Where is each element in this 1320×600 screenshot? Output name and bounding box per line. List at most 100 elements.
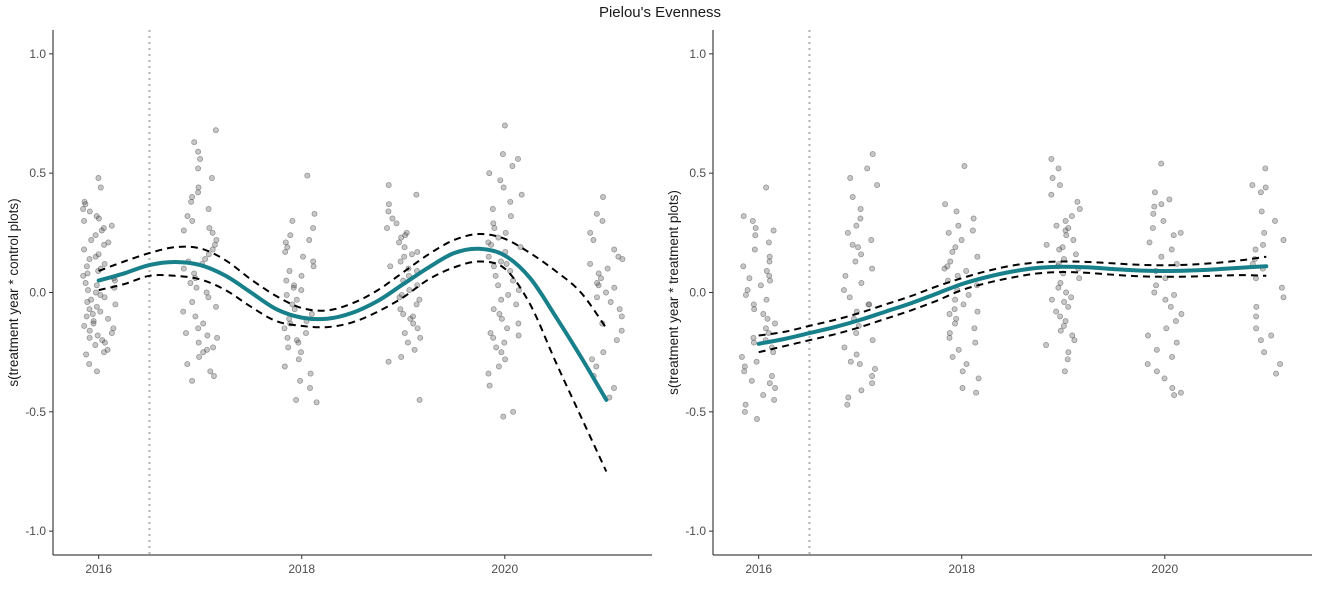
point-2019-3	[385, 208, 392, 215]
point-2018-1	[942, 201, 949, 208]
point-2016-20	[764, 315, 771, 322]
point-2018-18	[289, 301, 296, 308]
point-2020-26	[505, 291, 512, 298]
point-2016-17	[750, 301, 757, 308]
point-2017-17	[846, 294, 853, 301]
point-2016-5	[765, 239, 772, 246]
point-2017-11	[858, 251, 865, 258]
point-2016-10	[88, 237, 95, 243]
point-2018-24	[303, 330, 309, 337]
y-axis-title: s(treatment year * control plots)	[6, 198, 21, 386]
point-2018-10	[947, 258, 954, 265]
point-2017-14	[842, 272, 849, 279]
point-2017-33	[849, 241, 856, 248]
point-2016-46	[94, 332, 101, 339]
point-2021-0	[600, 194, 606, 200]
point-2020-13	[1162, 275, 1169, 282]
point-2021-3	[1257, 189, 1264, 196]
point-2016-16	[101, 260, 108, 267]
point-2020-20	[490, 263, 497, 270]
point-2016-7	[766, 253, 773, 260]
point-2016-27	[770, 349, 777, 356]
point-2020-43	[510, 408, 517, 415]
point-2021-8	[604, 265, 611, 272]
point-2021-5	[1272, 217, 1278, 224]
point-2017-27	[205, 294, 212, 301]
point-2021-16	[1253, 325, 1260, 332]
point-2016-12	[767, 277, 773, 284]
point-2019-30	[404, 339, 411, 346]
point-2020-35	[490, 334, 497, 341]
point-2021-15	[1253, 313, 1260, 320]
point-2018-7	[952, 244, 959, 251]
point-2018-33	[959, 385, 966, 391]
y-tick-label: -0.5	[685, 405, 706, 419]
point-2016-51	[101, 349, 107, 356]
point-2016-28	[92, 289, 99, 296]
point-2016-42	[746, 275, 753, 282]
x-tick-label: 2016	[745, 562, 772, 576]
point-2021-5	[611, 246, 618, 253]
point-2020-31	[1158, 201, 1165, 208]
point-2016-21	[772, 320, 778, 327]
point-2020-22	[1173, 339, 1180, 346]
point-2020-42	[486, 382, 493, 389]
point-2016-6	[751, 246, 758, 253]
point-2019-5	[393, 220, 400, 227]
point-2019-5	[1074, 198, 1081, 205]
point-2016-25	[93, 282, 100, 289]
point-2021-12	[611, 284, 618, 291]
point-2020-41	[485, 370, 492, 377]
point-2016-8	[766, 258, 773, 265]
point-2021-22	[589, 356, 595, 363]
point-2019-28	[401, 330, 408, 337]
point-2019-10	[401, 244, 408, 251]
point-2016-42	[81, 322, 88, 329]
point-2016-33	[748, 377, 755, 384]
point-2021-28	[595, 282, 602, 289]
point-2020-18	[1178, 311, 1185, 317]
point-2021-19	[1261, 349, 1268, 356]
point-2016-12	[101, 241, 108, 248]
point-2017-17	[209, 246, 216, 253]
point-2017-15	[858, 280, 865, 286]
y-tick-label: 1.0	[689, 47, 706, 61]
point-2018-7	[282, 248, 289, 255]
point-2016-57	[92, 253, 99, 260]
point-2020-1	[499, 151, 506, 158]
point-2018-6	[958, 237, 965, 243]
point-2017-40	[184, 361, 191, 368]
point-2019-2	[1049, 175, 1056, 181]
point-2020-30	[496, 311, 503, 317]
point-2016-14	[744, 287, 751, 294]
point-2016-13	[757, 282, 764, 289]
point-2016-44	[86, 327, 93, 334]
y-axis-title: s(treatment year * treatment plots)	[666, 190, 681, 395]
point-2021-20	[1277, 361, 1284, 368]
point-2019-32	[1069, 332, 1076, 339]
point-2020-23	[1153, 346, 1160, 353]
point-2021-13	[603, 289, 609, 296]
point-2018-35	[969, 227, 976, 234]
y-tick-label: 1.0	[29, 47, 46, 61]
point-2016-45	[108, 330, 115, 337]
point-2020-30	[1171, 392, 1178, 399]
point-2019-35	[1065, 349, 1072, 356]
point-2020-6	[1149, 225, 1156, 232]
point-2020-9	[489, 206, 496, 212]
point-2019-29	[1062, 318, 1069, 325]
point-2019-35	[402, 232, 409, 239]
point-2017-5	[208, 175, 215, 181]
point-2019-27	[1053, 308, 1060, 315]
point-2018-39	[293, 337, 300, 344]
point-2021-17	[618, 313, 625, 320]
point-2017-41	[207, 368, 214, 375]
point-2020-14	[495, 234, 502, 241]
point-2019-8	[1062, 217, 1069, 224]
point-2020-17	[1167, 303, 1174, 310]
point-2018-31	[307, 370, 314, 377]
point-2017-0	[869, 151, 876, 158]
point-2017-0	[212, 127, 219, 134]
point-2019-33	[385, 358, 392, 365]
point-2017-25	[853, 351, 860, 358]
